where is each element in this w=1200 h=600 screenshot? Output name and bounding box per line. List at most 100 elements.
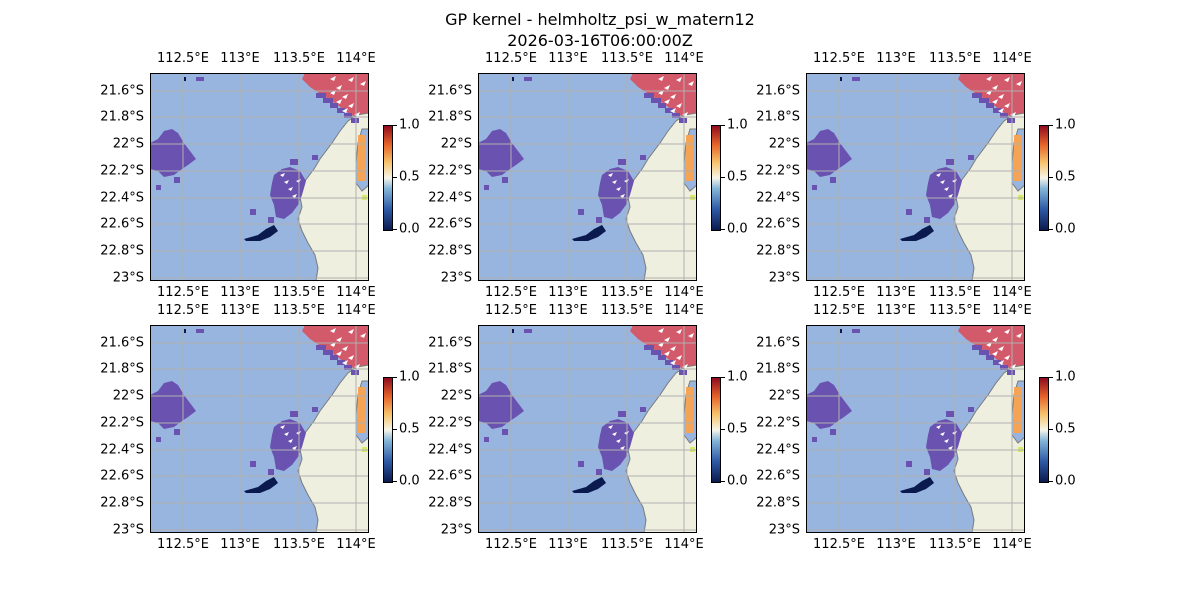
variance-cell bbox=[290, 411, 298, 417]
colorbar-tick-mark bbox=[721, 125, 725, 126]
colorbar bbox=[711, 377, 721, 483]
lat-tick-label: 22.4°S bbox=[428, 442, 472, 458]
lon-tick-label: 113.5°E bbox=[601, 303, 653, 318]
vector-arrow bbox=[936, 173, 941, 177]
vector-arrow bbox=[342, 94, 348, 99]
lat-tick-label: 22.2°S bbox=[756, 415, 800, 431]
variance-cell bbox=[196, 77, 204, 81]
variance-cell bbox=[320, 345, 326, 350]
colorbar-tick-label: 0.5 bbox=[727, 421, 748, 437]
variance-cell bbox=[578, 461, 584, 467]
colorbar-tick-label: 0.0 bbox=[1055, 473, 1076, 489]
variance-cell bbox=[812, 185, 817, 190]
purple-cluster-central bbox=[926, 167, 962, 219]
vector-arrow bbox=[284, 180, 289, 184]
variance-cell bbox=[976, 93, 982, 98]
variance-cell bbox=[346, 365, 352, 370]
vector-arrow bbox=[620, 194, 625, 198]
lon-tick-label: 112.5°E bbox=[813, 303, 865, 318]
vector-arrow bbox=[336, 351, 342, 356]
colorbar-tick-mark bbox=[1049, 125, 1053, 126]
colorbar-tick-label: 0.0 bbox=[1055, 221, 1076, 237]
vector-arrow bbox=[612, 432, 617, 436]
vector-arrow bbox=[348, 103, 354, 108]
variance-cell bbox=[995, 108, 1001, 113]
lat-tick-label: 22.6°S bbox=[756, 468, 800, 484]
lat-tick-label: 21.8°S bbox=[756, 361, 800, 377]
variance-cell bbox=[290, 159, 298, 165]
dark-cell bbox=[512, 329, 514, 333]
map-canvas bbox=[806, 325, 1025, 533]
lon-tick-label: 112.5°E bbox=[813, 537, 865, 552]
vector-arrow bbox=[348, 329, 354, 334]
lat-tick-label: 22.8°S bbox=[756, 495, 800, 511]
lat-tick-label: 22°S bbox=[112, 136, 144, 152]
vector-arrow bbox=[664, 337, 670, 342]
variance-cell bbox=[812, 437, 817, 442]
colorbar bbox=[711, 125, 721, 231]
lat-tick-label: 22.4°S bbox=[100, 442, 144, 458]
variance-cell bbox=[174, 177, 180, 183]
lat-tick-label: 23°S bbox=[768, 522, 800, 538]
dark-cell bbox=[840, 77, 842, 81]
colorbar-tick-label: 1.0 bbox=[1055, 117, 1076, 133]
lon-tick-label: 113°E bbox=[548, 303, 588, 318]
lat-tick-label: 22.2°S bbox=[428, 415, 472, 431]
lon-tick-label: 112.5°E bbox=[157, 303, 209, 318]
lat-tick-label: 22.6°S bbox=[100, 468, 144, 484]
map-panel-1 bbox=[150, 73, 369, 281]
lat-tick-label: 22°S bbox=[440, 136, 472, 152]
vector-arrow bbox=[944, 439, 949, 443]
variance-cell bbox=[924, 469, 930, 475]
map-panel-6 bbox=[806, 325, 1025, 533]
dark-cell bbox=[184, 77, 186, 81]
orange-cells bbox=[358, 387, 366, 433]
vector-arrow bbox=[616, 187, 621, 191]
purple-cluster-central bbox=[926, 419, 962, 471]
lat-tick-label: 22.8°S bbox=[428, 243, 472, 259]
lon-tick-label: 113°E bbox=[548, 537, 588, 552]
purple-cluster-central bbox=[270, 167, 306, 219]
vector-arrow bbox=[292, 194, 297, 198]
lon-tick-label: 112.5°E bbox=[157, 537, 209, 552]
vector-arrow bbox=[986, 76, 992, 81]
vector-arrow bbox=[664, 351, 670, 356]
vector-arrow bbox=[360, 81, 366, 86]
lon-tick-label: 114°E bbox=[992, 51, 1032, 66]
variance-cell bbox=[596, 217, 602, 223]
vector-arrow bbox=[940, 180, 945, 184]
variance-cell bbox=[830, 429, 836, 435]
map-frame bbox=[150, 73, 369, 281]
lon-tick-label: 112.5°E bbox=[813, 51, 865, 66]
variance-cell bbox=[667, 360, 673, 365]
lat-tick-label: 22.8°S bbox=[428, 495, 472, 511]
variance-cell bbox=[968, 407, 974, 412]
colorbar-tick-label: 0.0 bbox=[727, 473, 748, 489]
variance-cell bbox=[250, 461, 256, 467]
low-variance-region bbox=[244, 225, 278, 241]
variance-cell bbox=[1002, 113, 1008, 118]
variance-cell bbox=[983, 98, 989, 103]
vector-arrow bbox=[670, 94, 676, 99]
map-panel-3 bbox=[806, 73, 1025, 281]
map-frame bbox=[150, 325, 369, 533]
colorbar-tick-label: 0.0 bbox=[399, 473, 420, 489]
lon-tick-label: 113°E bbox=[876, 285, 916, 300]
vector-arrow bbox=[288, 187, 293, 191]
variance-cell bbox=[196, 329, 204, 333]
lat-tick-label: 21.8°S bbox=[100, 109, 144, 125]
variance-cell bbox=[156, 437, 161, 442]
vector-arrow bbox=[330, 328, 336, 333]
vector-arrow bbox=[1016, 81, 1022, 86]
lat-tick-label: 22.2°S bbox=[100, 163, 144, 179]
orange-cells bbox=[686, 135, 694, 181]
vector-arrow bbox=[948, 446, 953, 450]
vector-arrow bbox=[992, 351, 998, 356]
lat-tick-label: 21.6°S bbox=[756, 83, 800, 99]
variance-cell bbox=[332, 103, 338, 108]
map-panel-2 bbox=[478, 73, 697, 281]
variance-cell bbox=[502, 177, 508, 183]
vector-arrow bbox=[280, 425, 285, 429]
lat-tick-label: 22.8°S bbox=[100, 243, 144, 259]
lon-tick-label: 114°E bbox=[664, 51, 704, 66]
